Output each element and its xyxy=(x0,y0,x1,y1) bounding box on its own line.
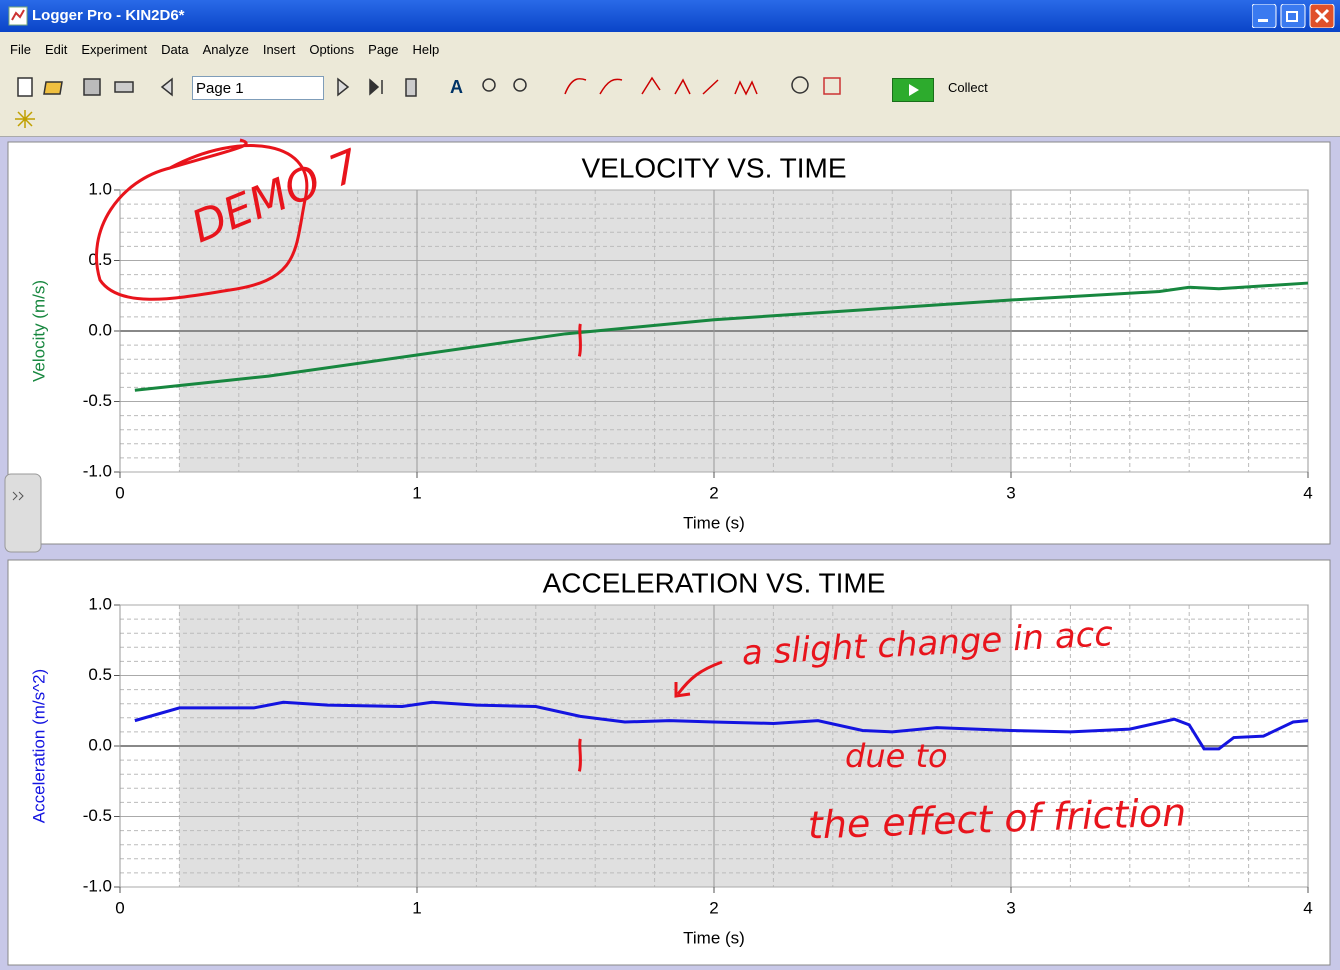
menu-item[interactable]: Data xyxy=(161,42,188,57)
y-tick-label: 0.5 xyxy=(88,665,112,684)
analysis-icons[interactable] xyxy=(565,78,757,94)
menu-item[interactable]: Page xyxy=(368,42,398,57)
y-tick-label: -1.0 xyxy=(83,876,112,895)
hand-marker xyxy=(579,324,580,356)
x-tick-label: 0 xyxy=(115,483,124,502)
y-tick-label: -1.0 xyxy=(83,461,112,480)
menu-bar: File Edit Experiment Data Analyze Insert Optio… xyxy=(0,32,1340,66)
print-icon[interactable] xyxy=(115,82,133,92)
title-bar: Logger Pro - KIN2D6* xyxy=(0,0,1340,32)
save-icon[interactable] xyxy=(84,79,100,95)
x-tick-label: 4 xyxy=(1303,483,1312,502)
timer-icon[interactable] xyxy=(792,77,808,93)
app-icon xyxy=(8,6,28,26)
x-tick-label: 3 xyxy=(1006,898,1015,917)
collect-button[interactable] xyxy=(892,78,934,102)
prev-page-icon[interactable] xyxy=(162,79,172,95)
x-axis-label: Time (s) xyxy=(683,513,745,532)
y-tick-label: 0.5 xyxy=(88,250,112,269)
x-axis-label: Time (s) xyxy=(683,928,745,947)
menu-item[interactable]: File xyxy=(10,42,31,57)
open-icon[interactable] xyxy=(44,82,62,94)
zoom-in-icon[interactable] xyxy=(483,79,495,91)
window-controls xyxy=(1252,4,1336,28)
x-tick-label: 2 xyxy=(709,483,718,502)
hand-marker xyxy=(579,739,580,771)
star-icon[interactable] xyxy=(15,110,35,128)
menu-item[interactable]: Edit xyxy=(45,42,67,57)
y-tick-label: 1.0 xyxy=(88,179,112,198)
toolbar-icons: A xyxy=(0,66,880,136)
new-icon[interactable] xyxy=(18,78,32,96)
toolbar: A Page 1 Collect xyxy=(0,66,1340,137)
y-axis-label: Acceleration (m/s^2) xyxy=(29,669,48,823)
window-title: Logger Pro - KIN2D6* xyxy=(32,7,185,24)
menu-item[interactable]: Analyze xyxy=(203,42,249,57)
y-tick-label: 0.0 xyxy=(88,735,112,754)
handwritten-annotation: due to xyxy=(845,737,948,775)
next-page-icon[interactable] xyxy=(338,79,348,95)
chart-title: VELOCITY VS. TIME xyxy=(581,152,846,183)
restore-button[interactable] xyxy=(1281,4,1305,28)
zoom-out-icon[interactable] xyxy=(514,79,526,91)
y-tick-label: 1.0 xyxy=(88,594,112,613)
x-tick-label: 1 xyxy=(412,483,421,502)
menu-item[interactable]: Experiment xyxy=(81,42,147,57)
step-icon[interactable] xyxy=(370,80,382,94)
y-tick-label: -0.5 xyxy=(83,806,112,825)
minimize-button[interactable] xyxy=(1252,4,1276,28)
graph-icon[interactable] xyxy=(824,78,840,94)
chart-title: ACCELERATION VS. TIME xyxy=(543,567,886,598)
x-tick-label: 3 xyxy=(1006,483,1015,502)
x-tick-label: 2 xyxy=(709,898,718,917)
menu-item[interactable]: Options xyxy=(309,42,354,57)
x-tick-label: 1 xyxy=(412,898,421,917)
y-axis-label: Velocity (m/s) xyxy=(29,280,48,382)
app-window: Logger Pro - KIN2D6* File Edit Experiment D… xyxy=(0,0,1340,970)
y-tick-label: 0.0 xyxy=(88,320,112,339)
menu-item[interactable]: Insert xyxy=(263,42,296,57)
sidebar-handle[interactable] xyxy=(5,474,41,552)
autoscale-icon[interactable]: A xyxy=(450,77,463,97)
collect-label[interactable]: Collect xyxy=(948,80,988,95)
graphs-area: VELOCITY VS. TIME -1.0 -0.5 0.0 0.5 1.0 0 1 2 3 4 T… xyxy=(0,136,1340,970)
y-tick-label: -0.5 xyxy=(83,391,112,410)
meter-icon[interactable] xyxy=(406,79,416,96)
menu-item[interactable]: Help xyxy=(413,42,440,57)
x-tick-label: 4 xyxy=(1303,898,1312,917)
page-select[interactable]: Page 1 xyxy=(192,76,324,100)
x-tick-label: 0 xyxy=(115,898,124,917)
